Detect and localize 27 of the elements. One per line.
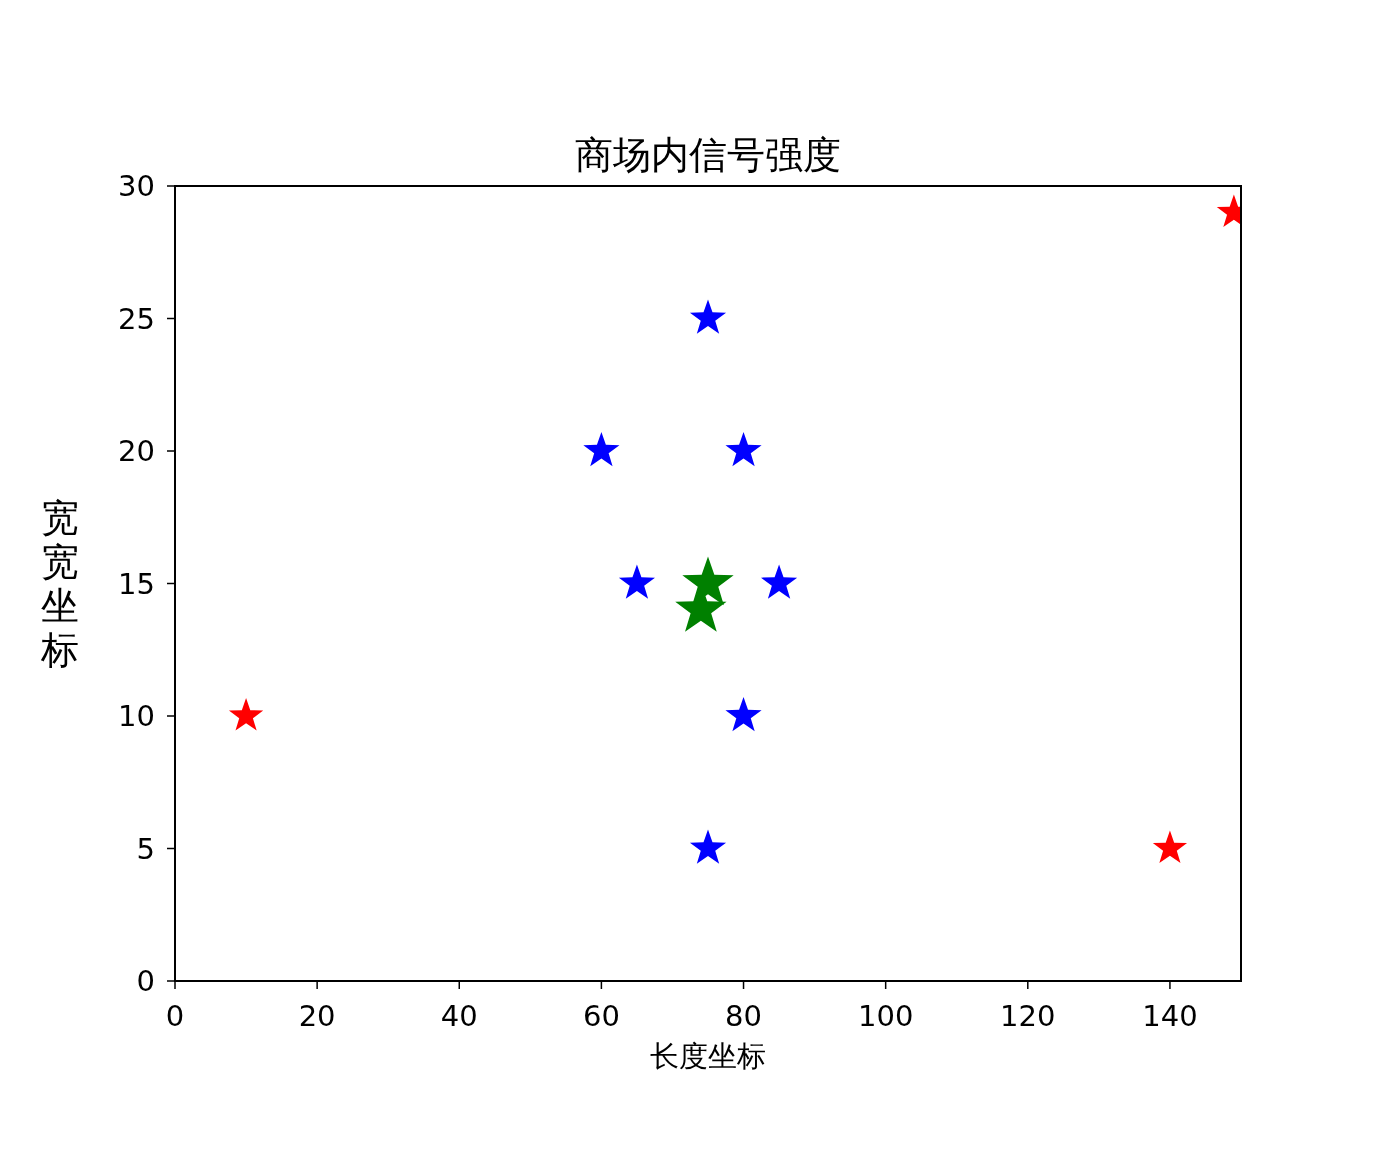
point [618, 564, 655, 599]
x-tick-label: 40 [440, 999, 478, 1033]
point [583, 432, 620, 467]
point [725, 697, 762, 732]
point [689, 299, 727, 334]
y-tick-label: 15 [118, 566, 155, 601]
point [689, 829, 727, 864]
y-tick-label: 0 [136, 964, 155, 998]
y-tick-label: 5 [136, 831, 155, 866]
x-tick-label: 0 [165, 999, 185, 1033]
y-axis-title: 宽宽坐标 [40, 495, 79, 672]
x-tick-label: 140 [1142, 999, 1198, 1033]
y-tick-label: 30 [118, 169, 155, 203]
x-tick-label: 120 [1000, 999, 1056, 1033]
point [725, 432, 762, 467]
x-tick-label: 100 [857, 999, 914, 1033]
x-tick-label: 60 [582, 999, 620, 1033]
y-tick-label: 20 [118, 434, 155, 468]
x-tick-label: 80 [725, 999, 762, 1033]
y-tick-label: 25 [118, 301, 155, 336]
point [228, 698, 264, 731]
x-tick-label: 20 [298, 999, 336, 1033]
chart-title: 商场内信号强度 [575, 133, 841, 177]
point [761, 564, 798, 599]
x-axis-title: 长度坐标 [650, 1039, 766, 1073]
point [1152, 830, 1188, 864]
y-tick-label: 10 [118, 699, 155, 733]
